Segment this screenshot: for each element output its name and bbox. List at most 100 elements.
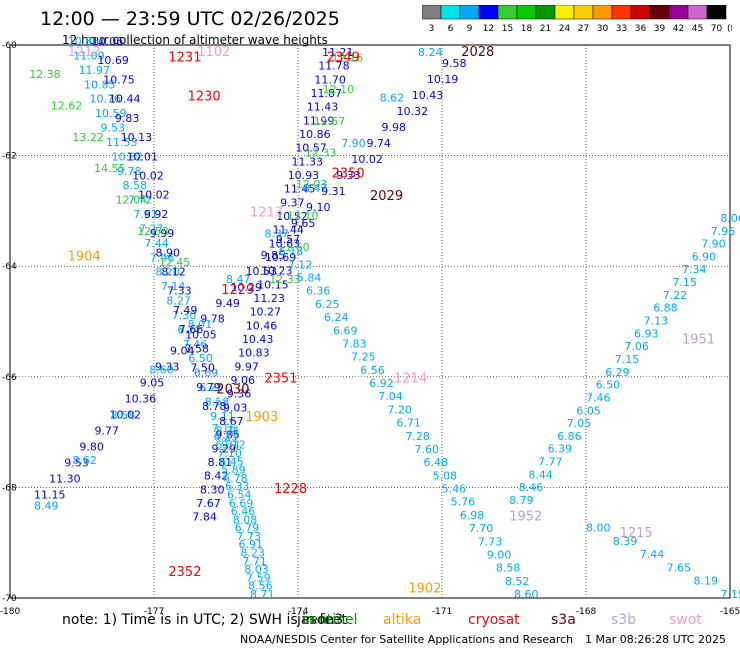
y-tick-label: -64 xyxy=(2,262,17,272)
wave-height-label: 5.46 xyxy=(442,483,467,496)
wave-height-label: 7.60 xyxy=(414,443,439,456)
wave-height-label: 10.86 xyxy=(299,128,331,141)
wave-height-label: 7.27 xyxy=(139,222,164,235)
x-tick-label: -174 xyxy=(288,607,309,617)
colorbar-unit: (ft) xyxy=(727,24,732,34)
wave-height-label: 8.03 xyxy=(244,563,268,576)
wave-height-label: 8.58 xyxy=(122,179,147,192)
wave-height-label: 11.09 xyxy=(73,49,105,62)
wave-height-label: 8.47 xyxy=(303,182,328,195)
legend-altika: altika xyxy=(383,612,422,628)
wave-height-label: 10.93 xyxy=(288,169,320,182)
colorbar-label: 24 xyxy=(559,24,571,34)
pass-time-label: 1102 xyxy=(197,45,230,60)
wave-height-label: 9.97 xyxy=(234,360,259,373)
colorbar-label: 21 xyxy=(540,24,551,34)
wave-height-label: 10.57 xyxy=(295,142,327,155)
wave-height-label: 10.76 xyxy=(90,93,122,106)
wave-height-label: 7.22 xyxy=(663,289,688,302)
x-tick-label: -165 xyxy=(720,607,740,617)
wave-height-label: 8.27 xyxy=(166,295,191,308)
wave-height-label: 9.11 xyxy=(210,410,235,423)
wave-height-label: 9.06 xyxy=(231,374,256,387)
wave-height-label: 6.50 xyxy=(596,379,621,392)
wave-height-label: 6.86 xyxy=(557,430,582,443)
wave-height-label: 5.84 xyxy=(297,272,322,285)
pass-time-label: 1230 xyxy=(188,89,221,104)
pass-time-label: 1214 xyxy=(394,371,427,386)
pass-time-label: 1902 xyxy=(408,581,441,596)
wave-height-label: 7.15 xyxy=(615,353,640,366)
wave-height-label: 7.73 xyxy=(478,535,503,548)
wave-height-label: 8.01 xyxy=(188,318,213,331)
wave-height-label: 7.73 xyxy=(237,530,262,543)
pass-time-label: 1904 xyxy=(68,250,101,265)
wave-height-label: 6.71 xyxy=(396,417,421,430)
pass-time-label: 2349 xyxy=(327,51,360,66)
wave-height-label: 10.02 xyxy=(351,153,383,166)
wave-height-label: 6.78 xyxy=(223,472,248,485)
wave-height-label: 9.05 xyxy=(140,377,165,390)
wave-height-label: 9.80 xyxy=(79,441,104,454)
wave-height-label: 11.21 xyxy=(322,46,354,59)
wave-height-label: 12.45 xyxy=(159,256,191,269)
wave-height-label: 12.58 xyxy=(137,225,169,238)
wave-height-label: 8.46 xyxy=(519,481,544,494)
wave-height-label: 8.52 xyxy=(505,575,530,588)
colorbar-label: 3 xyxy=(429,24,435,34)
wave-height-label: 7.83 xyxy=(342,337,367,350)
wave-height-label: 9.57 xyxy=(276,233,301,246)
wave-height-label: 7.25 xyxy=(351,351,376,364)
wave-height-label: 8.58 xyxy=(205,395,230,408)
colorbar-swatch xyxy=(706,5,727,20)
wave-height-label: 6.56 xyxy=(360,364,385,377)
wave-height-label: 9.04 xyxy=(170,345,195,358)
pass-time-label: 1231 xyxy=(168,51,201,66)
x-tick-label: -177 xyxy=(144,607,164,617)
wave-height-label: 7.65 xyxy=(667,561,692,574)
wave-height-label: 11.99 xyxy=(303,114,335,127)
wave-height-label: 6.88 xyxy=(653,302,678,315)
wave-height-label: 6.45 xyxy=(219,455,244,468)
wave-height-label: 7.59 xyxy=(246,571,271,584)
wave-height-label: 10.69 xyxy=(97,54,128,67)
colorbar-label: 45 xyxy=(692,24,703,34)
y-tick-label: -68 xyxy=(2,483,17,493)
wave-height-label: 7.20 xyxy=(387,403,412,416)
legend-s3b: s3b xyxy=(611,612,637,628)
wave-height-label: 11.30 xyxy=(49,472,81,485)
wave-height-label: 10.02 xyxy=(132,169,164,182)
wave-height-label: 7.58 xyxy=(185,342,210,355)
wave-height-label: 13.22 xyxy=(72,131,104,144)
wave-height-label: 8.30 xyxy=(200,483,225,496)
wave-height-label: 9.78 xyxy=(200,313,225,326)
y-tick-label: -70 xyxy=(2,594,17,604)
wave-height-label: 6.69 xyxy=(333,324,358,337)
wave-height-label: 8.47 xyxy=(226,273,251,286)
pass-time-label: 1952 xyxy=(509,510,542,525)
wave-height-label: 5.76 xyxy=(451,496,476,509)
wave-height-label: 8.58 xyxy=(111,409,136,422)
wave-height-label: 12.67 xyxy=(314,115,346,128)
legend-cryosat: cryosat xyxy=(468,612,520,628)
wave-height-label: 10.29 xyxy=(230,281,262,294)
wave-height-label: 10.02 xyxy=(110,409,142,422)
wave-height-label: 10.46 xyxy=(246,319,278,332)
pass-time-label: 1213 xyxy=(250,205,283,220)
pass-time-label: 1903 xyxy=(245,410,278,425)
y-tick-label: -66 xyxy=(2,373,17,383)
wave-height-label: 12.03 xyxy=(296,178,328,191)
wave-height-label: 7.28 xyxy=(405,430,430,443)
colorbar-label: 33 xyxy=(616,24,627,34)
wave-height-label: 9.53 xyxy=(64,457,89,470)
wave-height-label: 6.48 xyxy=(424,456,449,469)
timestamp: 1 Mar 08:26:28 UTC 2025 xyxy=(585,633,726,646)
wave-height-label: 8.37 xyxy=(264,227,289,240)
wave-height-label: 12.10 xyxy=(323,83,355,96)
wave-height-label: 10.52 xyxy=(276,210,308,223)
wave-height-label: 6.92 xyxy=(369,377,394,390)
wave-height-label: 14.55 xyxy=(94,162,126,175)
wave-height-label: 10.02 xyxy=(138,189,170,202)
wave-height-label: 11.23 xyxy=(253,292,285,305)
